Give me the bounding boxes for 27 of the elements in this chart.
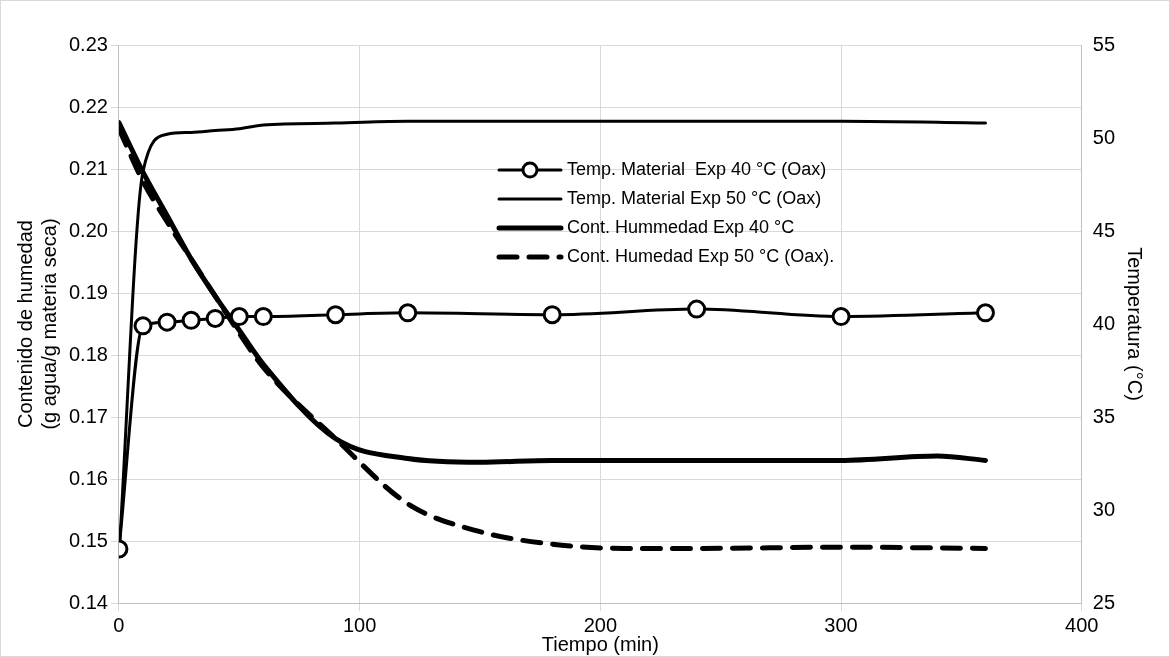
y2-tick-label: 35: [1092, 404, 1115, 427]
x-tick-label: 100: [342, 613, 377, 636]
legend-label: Temp. Material Exp 50 °C (Oax): [567, 188, 822, 209]
x-tick-label: 0: [113, 613, 125, 636]
x-tick-label: 400: [1065, 613, 1099, 636]
y2-axis-title: Temperatura (°C): [1124, 247, 1147, 401]
y2-tick-label: 25: [1092, 590, 1115, 613]
y-tick-label: 0.18: [68, 342, 108, 365]
y-tick-label: 0.21: [68, 156, 108, 179]
y-tick-label: 0.19: [68, 280, 108, 303]
y-tick-label: 0.14: [68, 590, 108, 613]
y-axis-title: Contenido de humedad (g agua/g materia seca): [13, 218, 60, 430]
x-tick-label: 300: [824, 613, 858, 636]
y-tick-label: 0.16: [68, 466, 108, 489]
y2-tick-label: 30: [1092, 497, 1115, 520]
y2-tick-label: 50: [1092, 125, 1115, 148]
legend-label: Cont. Hummedad Exp 40 °C: [567, 217, 795, 238]
y-tick-label: 0.15: [68, 528, 108, 551]
y-tick-label: 0.20: [68, 218, 108, 241]
y-tick-label: 0.23: [68, 32, 108, 55]
legend-label: Cont. Humedad Exp 50 °C (Oax).: [567, 246, 835, 267]
y-tick-label: 0.22: [68, 94, 108, 117]
y2-tick-label: 55: [1092, 32, 1115, 55]
y-tick-label: 0.17: [68, 404, 108, 427]
y2-tick-label: 40: [1092, 311, 1115, 334]
y2-tick-label: 45: [1092, 218, 1115, 241]
legend-label: Temp. Material Exp 40 °C (Oax): [567, 159, 827, 180]
